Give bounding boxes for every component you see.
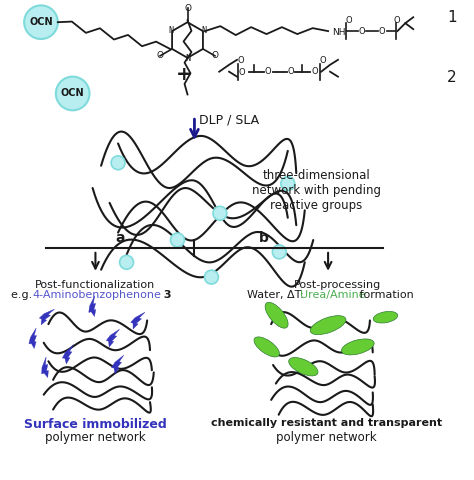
Text: O: O [359,26,365,36]
Text: b: b [259,231,269,245]
Text: Urea/Amine: Urea/Amine [301,290,366,300]
Polygon shape [131,312,145,329]
Circle shape [119,255,134,269]
Polygon shape [106,329,119,347]
Text: O: O [156,51,164,60]
Circle shape [24,5,58,39]
Text: 2: 2 [447,70,456,84]
Text: O: O [265,67,271,76]
Text: e.g.: e.g. [11,290,36,300]
Circle shape [56,77,90,110]
Text: N: N [185,54,190,63]
Circle shape [273,245,286,259]
Text: Surface immobilized: Surface immobilized [24,418,167,431]
Text: O: O [379,26,385,36]
Circle shape [213,206,227,220]
Text: N: N [201,26,206,35]
Ellipse shape [341,339,374,355]
Text: O: O [239,68,246,77]
Text: NH: NH [332,27,346,36]
Text: O: O [211,51,219,60]
Circle shape [204,270,219,284]
Text: O: O [184,4,191,13]
Text: chemically resistant and transparent: chemically resistant and transparent [210,418,442,428]
Text: polymer network: polymer network [45,431,146,444]
Circle shape [171,233,184,247]
Text: O: O [393,16,400,24]
Text: Post-processing: Post-processing [294,280,382,289]
Text: DLP / SLA: DLP / SLA [200,113,260,126]
Text: polymer network: polymer network [276,431,376,444]
Text: Post-functionalization: Post-functionalization [36,280,155,289]
Polygon shape [63,345,73,364]
Text: O: O [288,67,294,76]
Text: O: O [320,56,327,65]
Text: +: + [176,65,193,84]
Circle shape [111,156,125,170]
Polygon shape [29,328,36,348]
Text: O: O [311,67,318,76]
Text: OCN: OCN [29,17,53,27]
Text: Water, ΔT:: Water, ΔT: [247,290,307,300]
Text: OCN: OCN [61,88,84,98]
Text: O: O [237,56,244,65]
Polygon shape [39,309,55,325]
Polygon shape [89,296,96,316]
Text: 3: 3 [160,290,171,300]
Ellipse shape [265,302,288,328]
Text: O: O [346,16,352,24]
Ellipse shape [289,358,318,376]
Ellipse shape [374,312,398,323]
Text: formation: formation [356,290,413,300]
Text: 4-Aminobenzophenone: 4-Aminobenzophenone [32,290,161,300]
Circle shape [281,177,295,191]
Ellipse shape [254,337,280,357]
Text: N: N [169,26,173,35]
Text: three-dimensional
network with pending
reactive groups: three-dimensional network with pending r… [252,168,381,212]
Polygon shape [111,355,124,374]
Text: a: a [116,231,125,245]
Text: 1: 1 [447,10,456,25]
Polygon shape [42,357,48,377]
Ellipse shape [310,316,346,335]
